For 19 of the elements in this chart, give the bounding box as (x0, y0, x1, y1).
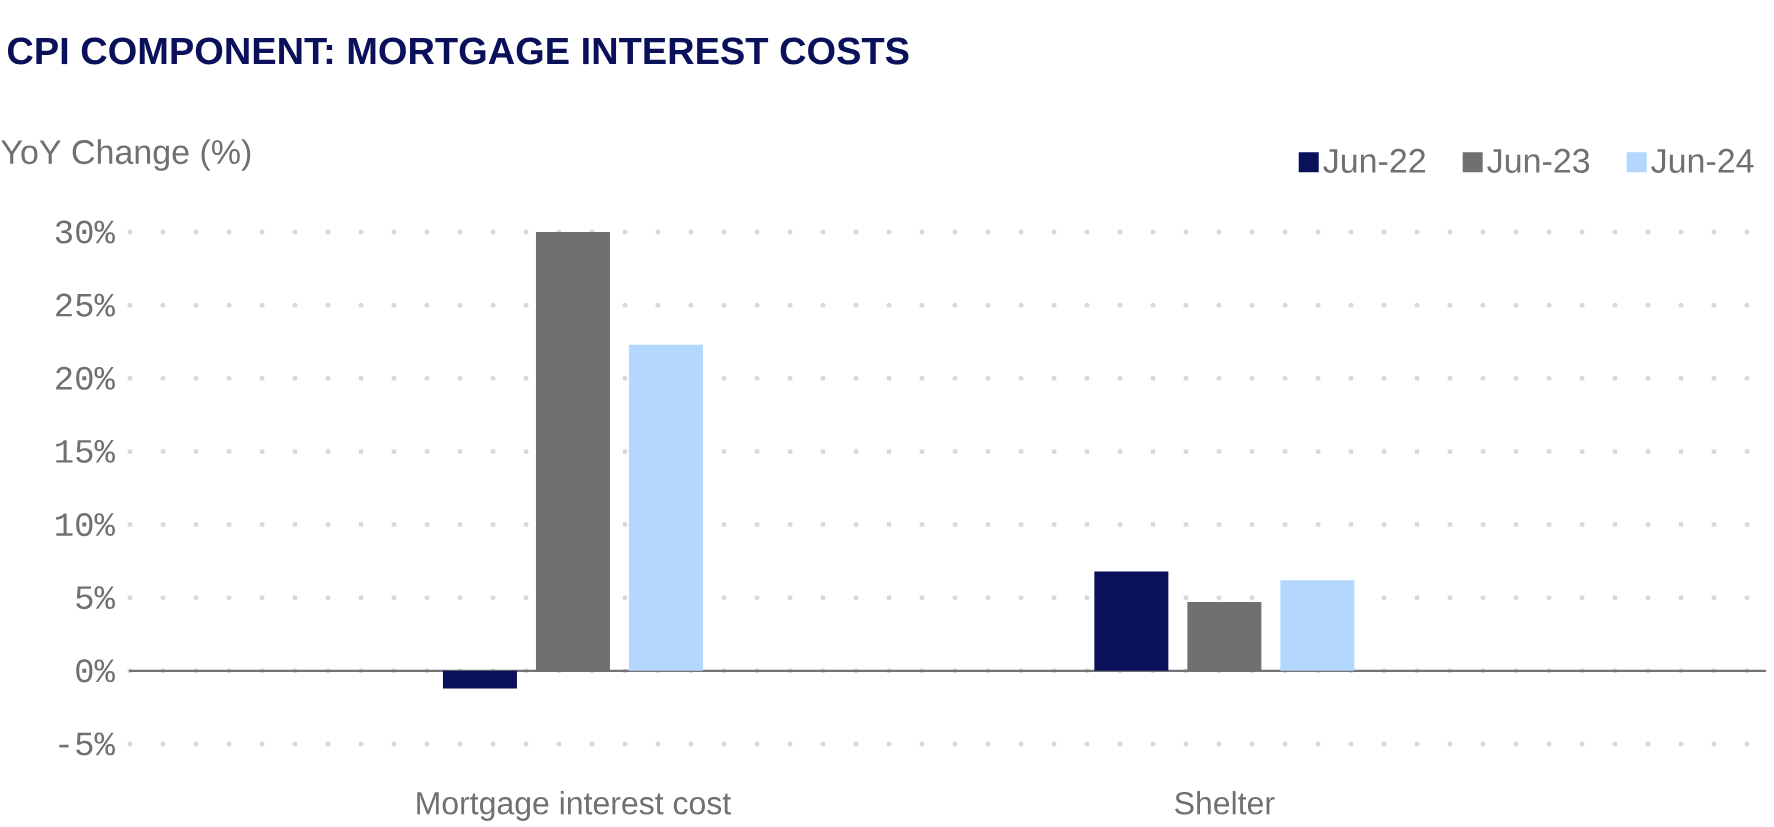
y-tick-label: 30% (55, 220, 115, 244)
x-tick-label: Mortgage interest cost (417, 791, 731, 821)
y-tick-label: 15% (56, 439, 115, 463)
x-tick-label: Shelter (1175, 791, 1275, 815)
bar (442, 670, 517, 689)
y-tick-label: 5% (76, 586, 115, 610)
y-tick-label: 10% (56, 513, 115, 537)
legend-label: Jun-22 (1323, 148, 1425, 173)
y-tick-label: -5% (59, 732, 115, 756)
bar (1280, 580, 1355, 671)
y-tick-label: 25% (56, 293, 115, 317)
y-tick-label: 20% (56, 366, 115, 390)
bar (628, 344, 703, 671)
y-tick-label: 0% (76, 659, 115, 683)
chart-title: CPI COMPONENT: MORTGAGE INTEREST COSTS (7, 37, 909, 65)
legend-label: Jun-23 (1487, 148, 1590, 173)
y-axis-title: YoY Change (%) (1, 139, 251, 171)
legend-label: Jun-24 (1651, 148, 1754, 173)
bar (1094, 571, 1169, 671)
